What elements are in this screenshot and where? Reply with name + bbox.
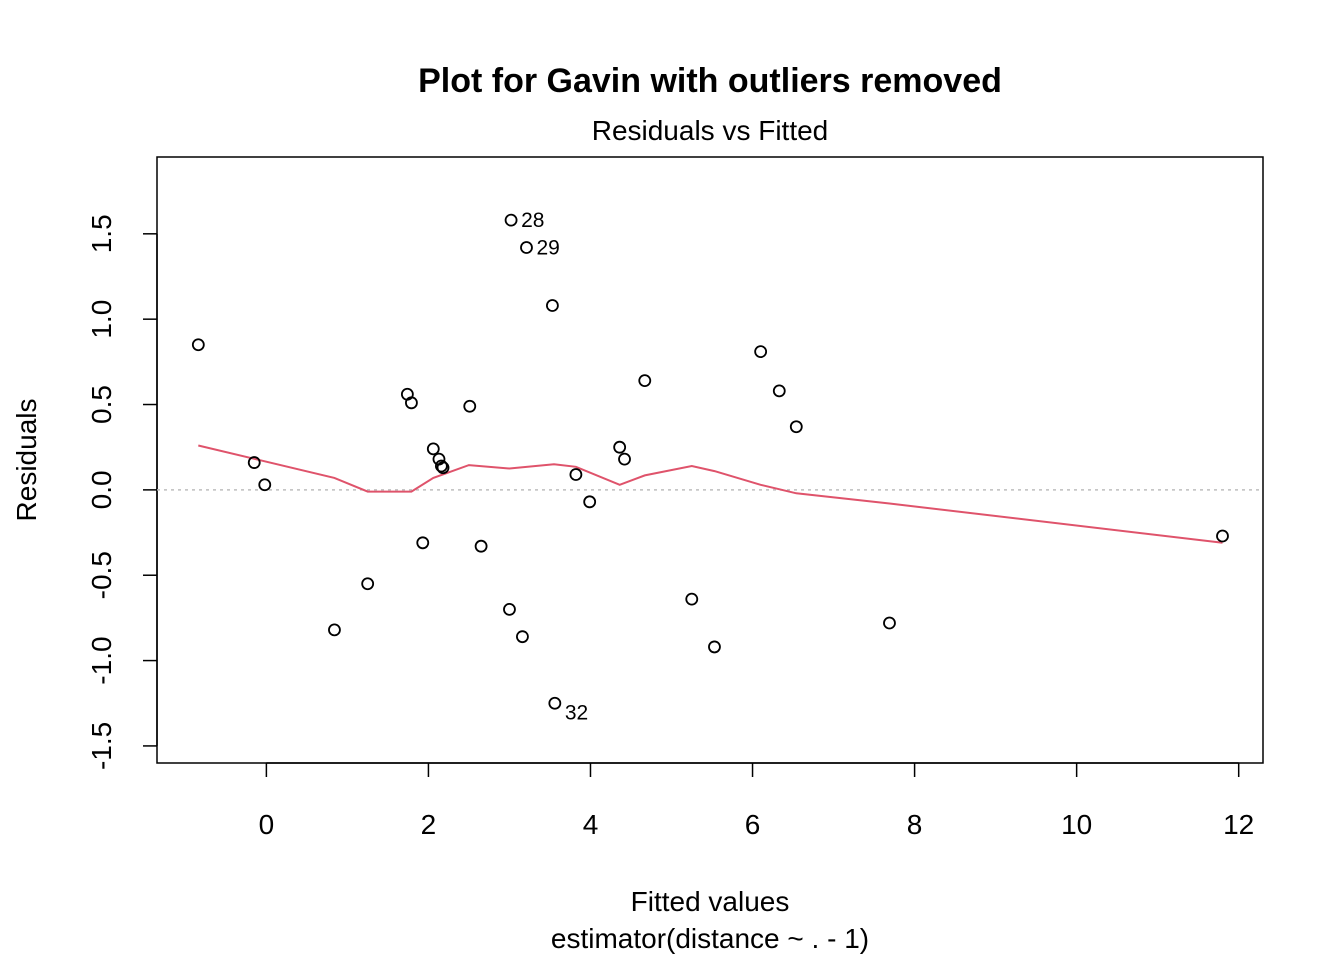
y-tick-label: -1.5 xyxy=(86,722,117,770)
data-point xyxy=(247,456,261,469)
y-tick-label: 1.0 xyxy=(86,300,117,339)
y-tick-label: -1.0 xyxy=(86,636,117,684)
x-tick-label: 10 xyxy=(1061,809,1092,840)
x-axis-sublabel: estimator(distance ~ . - 1) xyxy=(551,923,869,954)
data-point xyxy=(685,592,699,606)
smooth-line xyxy=(198,444,1223,544)
data-point xyxy=(504,213,518,227)
x-tick-label: 6 xyxy=(745,809,761,840)
plot-frame xyxy=(156,156,1264,764)
data-point xyxy=(613,440,627,454)
data-point xyxy=(883,616,896,630)
y-tick-label: 0.5 xyxy=(86,385,117,424)
data-point xyxy=(1216,529,1229,543)
data-point xyxy=(436,461,450,475)
data-point xyxy=(583,495,597,509)
data-point xyxy=(258,478,272,492)
data-point xyxy=(548,696,562,710)
data-point xyxy=(569,468,583,481)
data-point xyxy=(546,299,559,312)
data-point xyxy=(638,374,652,388)
point-label: 29 xyxy=(536,236,559,259)
x-axis: 0 2 4 6 8 10 12 xyxy=(259,762,1254,840)
x-tick-label: 4 xyxy=(583,809,599,840)
y-tick-label: -0.5 xyxy=(86,551,117,599)
y-axis: -1.5 -1.0 -0.5 0.0 0.5 1.0 1.5 xyxy=(86,214,158,770)
point-label: 32 xyxy=(565,701,588,724)
data-point xyxy=(416,536,430,550)
data-point xyxy=(516,630,529,644)
data-point xyxy=(503,602,516,616)
data-point xyxy=(618,452,631,466)
data-point xyxy=(405,396,418,410)
y-tick-label: 0.0 xyxy=(86,470,117,509)
data-point xyxy=(426,442,440,456)
data-point xyxy=(789,420,803,434)
point-label: 28 xyxy=(521,209,544,232)
data-point xyxy=(520,241,533,254)
data-point xyxy=(708,640,721,654)
data-point xyxy=(434,459,448,473)
chart-subtitle: Residuals vs Fitted xyxy=(592,115,829,146)
data-point xyxy=(328,623,341,637)
data-point xyxy=(474,539,488,553)
y-tick-label: 1.5 xyxy=(86,214,117,253)
x-tick-label: 8 xyxy=(907,809,923,840)
data-point xyxy=(463,399,477,413)
x-tick-label: 12 xyxy=(1223,809,1254,840)
chart-title: Plot for Gavin with outliers removed xyxy=(418,62,1002,100)
x-axis-label: Fitted values xyxy=(631,886,790,917)
x-tick-label: 0 xyxy=(259,809,275,840)
y-axis-label: Residuals xyxy=(11,399,42,522)
x-tick-label: 2 xyxy=(421,809,437,840)
data-point xyxy=(772,384,786,398)
data-point xyxy=(361,577,375,591)
data-points: 28 29 32 xyxy=(191,209,1229,724)
data-point xyxy=(754,345,768,359)
data-point xyxy=(191,338,205,352)
